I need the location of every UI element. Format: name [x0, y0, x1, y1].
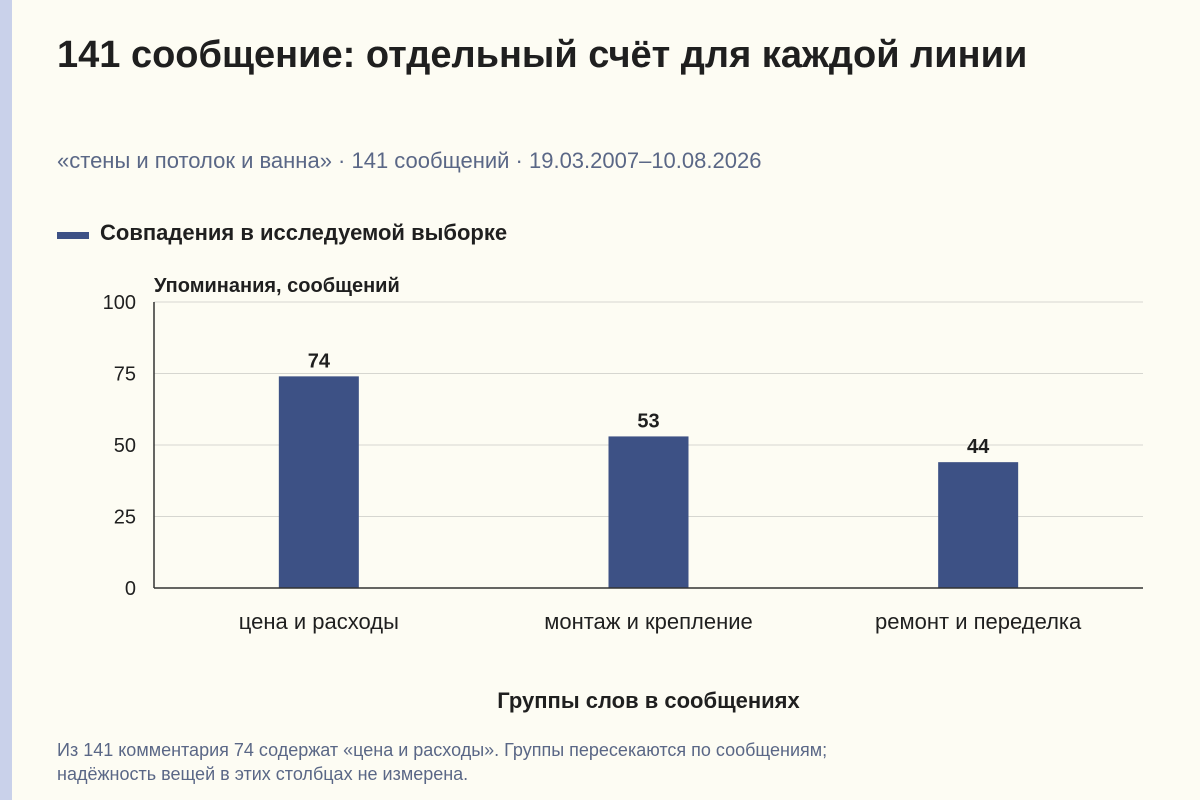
x-axis-label: Группы слов в сообщениях [497, 688, 800, 713]
bars [278, 376, 1019, 588]
x-tick-label: ремонт и переделка [875, 609, 1082, 634]
legend-swatch [57, 231, 89, 239]
data-label: 74 [308, 350, 331, 372]
chart-title: 141 сообщение: отдельный счёт для каждой… [57, 34, 1028, 76]
y-tick-label: 50 [114, 435, 136, 457]
data-label: 44 [967, 436, 990, 458]
bar [278, 376, 359, 588]
footnote: Из 141 комментария 74 содержат «цена и р… [57, 738, 1157, 786]
y-tick-label: 75 [114, 364, 136, 386]
footnote-line-1: Из 141 комментария 74 содержат «цена и р… [57, 740, 828, 760]
y-tick-label: 100 [103, 292, 136, 314]
axes [153, 302, 1143, 589]
legend-label: Совпадения в исследуемой выборке [100, 220, 508, 245]
legend: Совпадения в исследуемой выборке [57, 220, 507, 246]
y-tick-label: 25 [114, 507, 136, 529]
bar [608, 436, 689, 588]
bar [938, 462, 1019, 588]
chart-subtitle: «стены и потолок и ванна» · 141 сообщени… [57, 148, 762, 173]
footnote-line-2: надёжность вещей в этих столбцах не изме… [57, 764, 469, 784]
y-tick-label: 0 [125, 578, 136, 600]
labels: 0 25 50 75 100 Упоминания, сообщений 74 цена и … [103, 275, 1082, 713]
left-accent-rule [0, 0, 12, 800]
x-tick-label: цена и расходы [239, 609, 399, 634]
y-axis-label: Упоминания, сообщений [154, 275, 400, 297]
x-tick-label: монтаж и крепление [544, 609, 753, 634]
data-label: 53 [637, 410, 659, 432]
